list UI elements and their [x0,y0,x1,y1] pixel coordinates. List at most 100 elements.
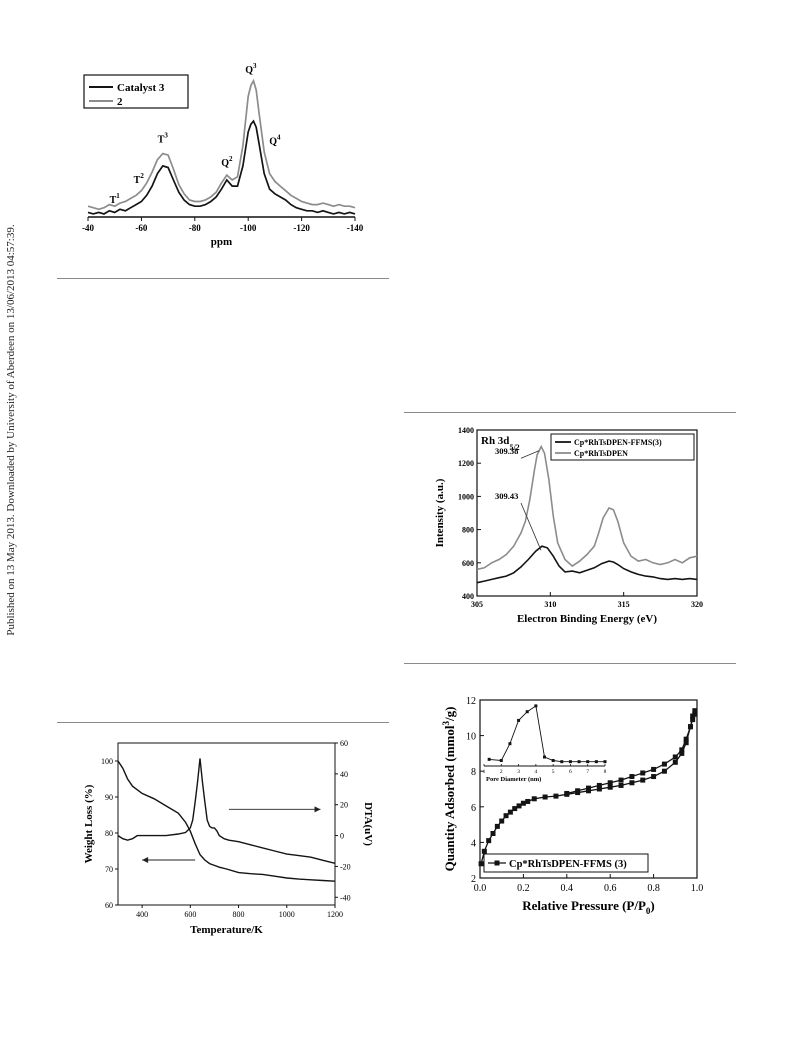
data-point [520,800,526,806]
series-line [476,444,698,571]
peak-label: T2 [134,172,145,186]
x-tick-label: -100 [240,223,257,233]
x-tick-label: 0.2 [517,883,530,894]
data-point [679,747,685,753]
separator-rule [57,278,389,279]
x-tick-label: 0.6 [604,883,617,894]
inset-series-line [489,705,605,763]
y2-tick-label: 40 [340,770,348,779]
inset-data-point [594,760,598,764]
y-tick-label: 12 [466,696,476,707]
data-point [661,761,667,767]
inset-data-point [487,757,491,761]
data-point [499,818,505,824]
y2-tick-label: 0 [340,832,344,841]
x-tick-label: 320 [691,600,703,609]
inset-data-point [499,759,503,763]
legend-label: Cp*RhTsDPEN-FFMS (3) [509,859,627,870]
inset-x-axis-label: Pore Diameter (nm) [486,776,541,783]
y2-tick-label: 20 [340,801,348,810]
y-tick-label: 1000 [458,492,474,501]
x-tick-label: -140 [347,223,364,233]
nmr-spectrum-chart: -40 -60 -80 -100 -120 -140 ppm T1 T2 T3 Q2 Q3 Q4 Cata… [82,62,364,248]
data-point [478,861,484,867]
plot-frame [117,742,336,906]
data-point [692,708,698,714]
data-point [512,806,518,812]
x-tick-label: 305 [471,600,483,609]
data-point [629,780,635,786]
plot-frame [479,699,698,879]
x-tick-label: 0.4 [561,883,574,894]
inset-data-point [534,704,538,708]
series-line [476,545,698,584]
y2-tick-label: -40 [340,893,351,902]
x-tick-label: -60 [135,223,147,233]
x-axis-label: Electron Binding Energy (eV) [517,613,657,625]
plot-frame [476,429,698,597]
legend-box [483,853,649,873]
x-tick-label: 315 [618,600,630,609]
inset-x-tick-label: 4 [534,769,537,775]
x-tick-label: 1200 [327,910,343,919]
inset-data-point [543,755,546,759]
inset-data-point [586,760,590,764]
left-axis-arrowhead [142,857,149,863]
xps-spectrum-chart: 305 310 315 320 400 600 800 1000 1200 1400 Electro… [434,426,703,625]
y-tick-label: 400 [462,592,474,601]
right-axis-arrowhead [314,806,321,813]
data-point [494,823,500,829]
y-tick-label: 6 [471,803,476,814]
y-tick-label: 8 [471,767,476,778]
data-point [618,777,624,783]
separator-rule [404,412,736,413]
legend-label: Cp*RhTsDPEN [574,449,628,458]
y-axis-label: Weight Loss (%) [83,784,95,863]
inset-data-point [560,760,564,764]
y-tick-label: 100 [101,757,113,766]
y-tick-label: 600 [462,559,474,568]
peak-label: T3 [158,132,169,146]
data-point [690,713,696,719]
data-point [607,784,613,790]
legend-label: 2 [117,96,123,108]
data-point [507,809,513,815]
data-point [525,798,531,804]
series-line [87,78,356,211]
x-axis-label: Temperature/K [190,924,263,936]
x-tick-label: 400 [136,910,148,919]
data-point [651,774,657,780]
x-tick-label: 1.0 [691,883,704,894]
data-point [672,759,678,765]
inset-x-tick-label: 6 [569,769,572,775]
inset-data-point [577,760,581,764]
x-tick-label: -80 [189,223,201,233]
data-point [564,790,570,796]
peak-label: Q4 [269,133,281,147]
inset-x-tick-label: 3 [517,769,520,775]
data-point [531,796,537,802]
legend-label: Catalyst 3 [117,82,165,94]
data-point [553,793,559,799]
x-tick-label: 800 [233,910,245,919]
inset-x-tick-label: 5 [552,769,555,775]
data-point [586,785,591,791]
legend-marker [494,860,500,866]
y-tick-label: 800 [462,526,474,535]
y-axis-label: Quantity Adsorbed (mmol3/g) [441,707,457,872]
data-point [687,724,693,730]
series-line [117,758,336,864]
y2-tick-label: -20 [340,862,351,871]
data-point [490,831,496,836]
data-point [651,766,657,772]
y-tick-label: 60 [105,901,113,910]
data-point [586,788,591,794]
data-point [516,803,522,809]
y2-tick-label: 60 [340,739,348,748]
inset-x-tick-label: 1 [483,769,486,775]
data-point [596,782,602,788]
x-tick-label: 310 [544,600,556,609]
provenance-sidebar: Published on 13 May 2013. Downloaded by … [0,0,22,1039]
peak-label: T1 [110,192,121,206]
